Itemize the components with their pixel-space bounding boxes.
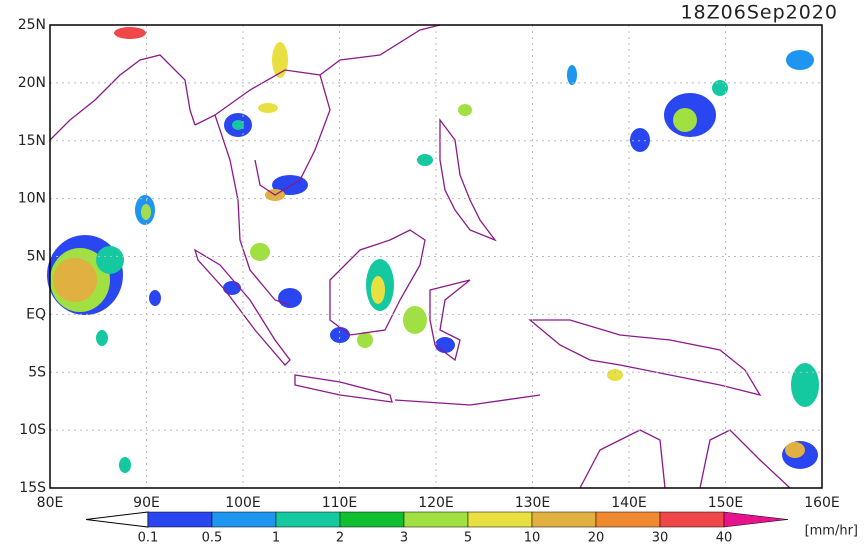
colorbar-label: 20 — [588, 531, 605, 544]
lon-label: 110E — [322, 495, 358, 511]
lat-label: 10N — [18, 191, 46, 207]
coastlines — [49, 24, 791, 489]
colorbar-low — [85, 511, 149, 528]
colorbar-box — [531, 511, 597, 528]
lon-label: 90E — [133, 495, 160, 511]
colorbar-box — [403, 511, 469, 528]
colorbar-label: 0.5 — [202, 531, 223, 544]
colorbar-label: 30 — [652, 531, 669, 544]
colorbar-box — [659, 511, 725, 528]
colorbar: 0.1 0.5 1 2 3 5 10 20 30 40 [mm/hr] — [85, 511, 858, 544]
colorbar-label: 3 — [400, 531, 408, 544]
lon-label: 80E — [37, 495, 64, 511]
lat-label: 5N — [27, 249, 46, 265]
colorbar-box — [595, 511, 661, 528]
lat-label: 15S — [19, 480, 46, 496]
colorbar-label: 2 — [336, 531, 344, 544]
colorbar-box — [147, 511, 213, 528]
colorbar-high — [723, 511, 789, 528]
colorbar-box — [211, 511, 277, 528]
map-title: 18Z06Sep2020 — [680, 2, 838, 24]
lat-label: 20N — [18, 75, 46, 91]
lat-label: 25N — [18, 17, 46, 33]
lon-label: 160E — [804, 495, 840, 511]
graticule — [50, 25, 822, 488]
colorbar-unit: [mm/hr] — [805, 524, 858, 539]
colorbar-label: 10 — [524, 531, 541, 544]
map-frame — [49, 24, 823, 489]
colorbar-label: 0.1 — [138, 531, 159, 544]
precipitation — [47, 27, 819, 473]
lat-label: 10S — [19, 422, 46, 438]
lat-label: 5S — [28, 364, 46, 380]
lon-label: 150E — [708, 495, 744, 511]
colorbar-label: 40 — [716, 531, 733, 544]
colorbar-box — [339, 511, 405, 528]
colorbar-label: 5 — [464, 531, 472, 544]
lon-label: 140E — [611, 495, 647, 511]
lat-label: 15N — [18, 133, 46, 149]
lon-label: 130E — [515, 495, 551, 511]
lat-label: EQ — [26, 306, 46, 322]
lon-label: 120E — [418, 495, 454, 511]
colorbar-box — [467, 511, 533, 528]
lon-label: 100E — [225, 495, 261, 511]
colorbar-label: 1 — [272, 531, 280, 544]
colorbar-box — [275, 511, 341, 528]
